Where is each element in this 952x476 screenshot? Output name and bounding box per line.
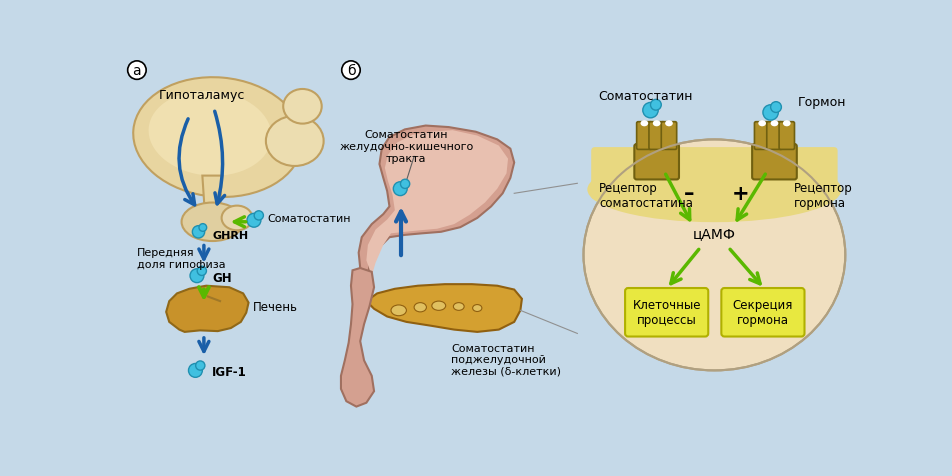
Text: Рецептор
гормона: Рецептор гормона bbox=[793, 182, 852, 209]
FancyBboxPatch shape bbox=[590, 148, 837, 200]
FancyBboxPatch shape bbox=[754, 122, 769, 150]
Ellipse shape bbox=[770, 121, 778, 127]
Text: Гипоталамус: Гипоталамус bbox=[159, 89, 246, 102]
Circle shape bbox=[128, 62, 146, 80]
Text: Клеточные
процессы: Клеточные процессы bbox=[632, 298, 700, 326]
Text: Соматостатин
желудочно-кишечного
тракта: Соматостатин желудочно-кишечного тракта bbox=[339, 130, 473, 163]
Ellipse shape bbox=[431, 301, 446, 311]
Ellipse shape bbox=[652, 121, 660, 127]
Ellipse shape bbox=[182, 203, 243, 241]
Polygon shape bbox=[358, 126, 514, 280]
FancyBboxPatch shape bbox=[661, 122, 676, 150]
Text: Соматостатин: Соматостатин bbox=[268, 214, 351, 223]
Text: Соматостатин
поджелудочной
железы (δ-клетки): Соматостатин поджелудочной железы (δ-кле… bbox=[450, 343, 561, 376]
Text: Гормон: Гормон bbox=[797, 96, 845, 109]
Polygon shape bbox=[166, 286, 248, 332]
Circle shape bbox=[642, 103, 658, 119]
Text: GH: GH bbox=[212, 272, 231, 285]
Circle shape bbox=[393, 182, 407, 196]
Ellipse shape bbox=[453, 303, 464, 311]
Ellipse shape bbox=[133, 78, 302, 198]
Text: а: а bbox=[132, 64, 141, 78]
Circle shape bbox=[192, 226, 205, 238]
Text: –: – bbox=[683, 184, 693, 204]
Circle shape bbox=[763, 106, 778, 121]
Circle shape bbox=[400, 180, 409, 189]
Polygon shape bbox=[366, 131, 507, 276]
Text: Передняя
доля гипофиза: Передняя доля гипофиза bbox=[137, 248, 226, 269]
Text: GHRH: GHRH bbox=[212, 230, 248, 240]
Ellipse shape bbox=[640, 121, 647, 127]
Circle shape bbox=[254, 211, 263, 220]
Ellipse shape bbox=[758, 121, 765, 127]
Ellipse shape bbox=[586, 158, 841, 223]
Ellipse shape bbox=[414, 303, 426, 312]
Circle shape bbox=[199, 224, 207, 232]
FancyBboxPatch shape bbox=[751, 145, 796, 180]
Circle shape bbox=[197, 267, 207, 276]
FancyBboxPatch shape bbox=[625, 288, 707, 337]
Text: Рецептор
соматостатина: Рецептор соматостатина bbox=[598, 182, 692, 209]
Polygon shape bbox=[341, 268, 374, 407]
Ellipse shape bbox=[472, 305, 482, 312]
Circle shape bbox=[342, 62, 360, 80]
Circle shape bbox=[247, 214, 261, 228]
FancyBboxPatch shape bbox=[779, 122, 794, 150]
Ellipse shape bbox=[266, 117, 324, 167]
Ellipse shape bbox=[664, 121, 672, 127]
Text: IGF-1: IGF-1 bbox=[212, 366, 247, 378]
Text: Печень: Печень bbox=[252, 300, 297, 313]
Text: Соматостатин: Соматостатин bbox=[597, 89, 692, 102]
Ellipse shape bbox=[149, 91, 271, 177]
FancyBboxPatch shape bbox=[721, 288, 803, 337]
FancyBboxPatch shape bbox=[634, 145, 678, 180]
Text: б: б bbox=[347, 64, 355, 78]
Polygon shape bbox=[202, 176, 222, 211]
Text: Секреция
гормона: Секреция гормона bbox=[732, 298, 792, 326]
Text: +: + bbox=[731, 184, 748, 204]
FancyBboxPatch shape bbox=[766, 122, 782, 150]
FancyBboxPatch shape bbox=[636, 122, 651, 150]
Ellipse shape bbox=[222, 206, 252, 231]
Ellipse shape bbox=[390, 305, 406, 316]
Circle shape bbox=[189, 269, 204, 283]
Polygon shape bbox=[366, 285, 522, 332]
Ellipse shape bbox=[783, 121, 790, 127]
Circle shape bbox=[650, 100, 661, 111]
Circle shape bbox=[195, 361, 205, 370]
Text: цАМФ: цАМФ bbox=[692, 227, 735, 241]
Circle shape bbox=[770, 102, 781, 113]
FancyBboxPatch shape bbox=[648, 122, 664, 150]
Circle shape bbox=[188, 364, 202, 377]
Ellipse shape bbox=[583, 140, 844, 371]
Ellipse shape bbox=[283, 90, 322, 124]
